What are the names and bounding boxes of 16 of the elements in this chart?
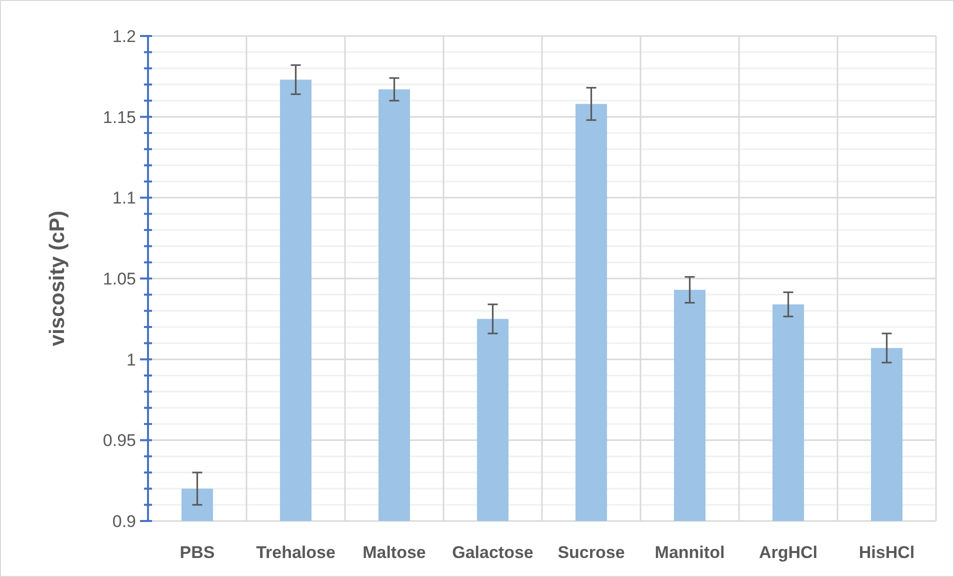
x-tick-label: Galactose (452, 543, 534, 562)
y-tick-label: 1 (126, 350, 136, 370)
y-tick-label: 0.95 (102, 431, 136, 450)
y-tick-label: 1.1 (112, 188, 136, 208)
y-tick-label: 1.05 (102, 269, 136, 288)
y-axis-title: viscosity (cP) (46, 210, 69, 346)
x-tick-label: PBS (180, 543, 215, 562)
x-tick-label: HisHCl (858, 543, 915, 562)
y-tick-label: 1.15 (102, 108, 136, 127)
x-tick-label: Trehalose (256, 543, 336, 562)
y-tick-label: 0.9 (112, 512, 136, 531)
x-tick-label: Mannitol (654, 543, 725, 562)
x-tick-label: Sucrose (558, 543, 625, 562)
x-tick-label: Maltose (362, 543, 426, 562)
x-tick-label: ArgHCl (758, 543, 818, 562)
y-tick-label: 1.2 (112, 26, 136, 46)
